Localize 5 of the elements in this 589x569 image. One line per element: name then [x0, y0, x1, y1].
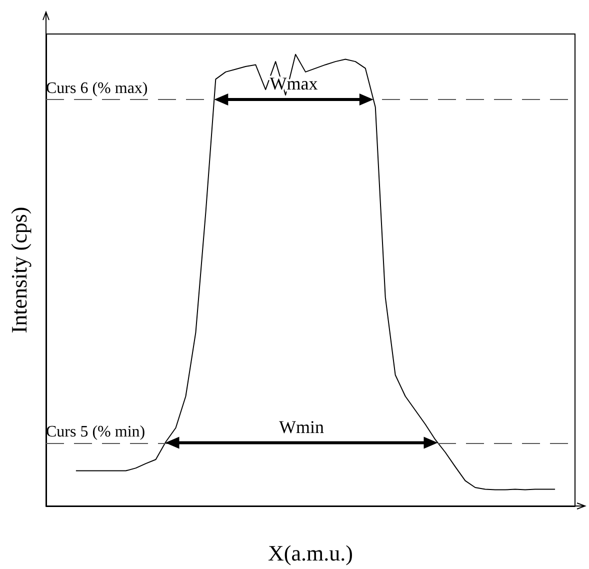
y-axis-title: Intensity (cps)	[6, 206, 32, 334]
ref-line-label: Curs 5 (% min)	[46, 423, 146, 440]
x-axis-title: X(a.m.u.)	[268, 540, 353, 566]
ref-line-label: Curs 6 (% max)	[46, 80, 148, 97]
annotation: Wmin	[279, 416, 324, 437]
